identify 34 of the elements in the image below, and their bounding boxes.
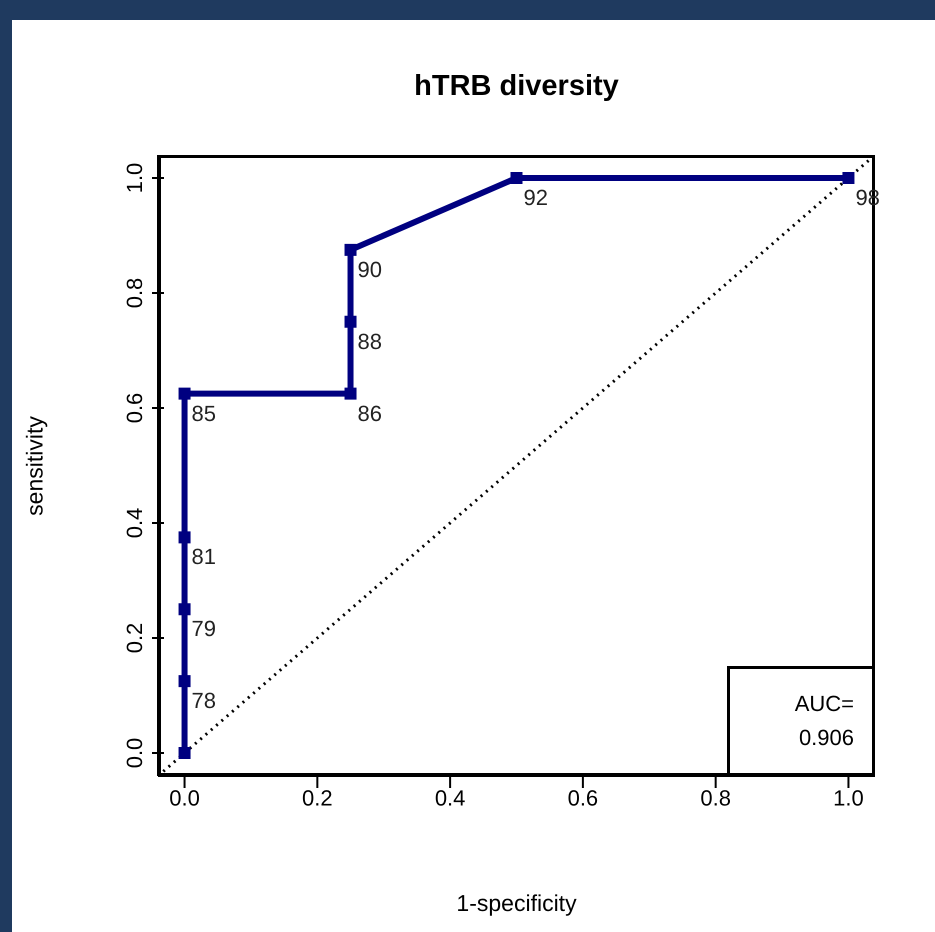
point: [178, 675, 191, 688]
x-tick-label: 0.2: [302, 786, 333, 811]
y-tick-label: 0.4: [122, 508, 147, 538]
y-tick-label: 1.0: [122, 162, 147, 194]
x-tick-label: 0.0: [169, 786, 200, 811]
point: [178, 603, 191, 616]
point: [178, 388, 191, 400]
x-tick-label: 0.6: [568, 786, 598, 811]
annotation: 86: [358, 400, 382, 426]
point: [510, 172, 522, 184]
point: [344, 244, 357, 256]
annotation: 90: [358, 256, 382, 282]
point: [842, 172, 854, 184]
y-tick-label: 0.8: [122, 278, 147, 308]
point: [344, 388, 357, 400]
y-tick-label: 0.2: [122, 622, 147, 654]
point: [178, 747, 191, 759]
annotation: 79: [192, 616, 216, 642]
annotation: 88: [358, 328, 382, 354]
annotation: 78: [192, 688, 216, 714]
annotation: 85: [192, 400, 216, 426]
annotation: 81: [192, 544, 216, 570]
note-box: AUC= 0.906: [727, 666, 875, 776]
point: [178, 531, 191, 544]
x-tick-label: 1.0: [833, 786, 864, 811]
annotation: 92: [524, 185, 548, 210]
y-tick-label: 0.6: [122, 392, 147, 424]
chart-title: hTRB diversity: [413, 70, 620, 103]
x-tick-label: 0.4: [434, 786, 466, 811]
point: [344, 316, 357, 328]
x-axis-title: 1-specificity: [455, 890, 578, 917]
x-tick-label: 0.8: [700, 786, 731, 811]
y-axis-title: sensitivity: [22, 416, 48, 516]
y-tick-label: 0.0: [122, 738, 147, 768]
